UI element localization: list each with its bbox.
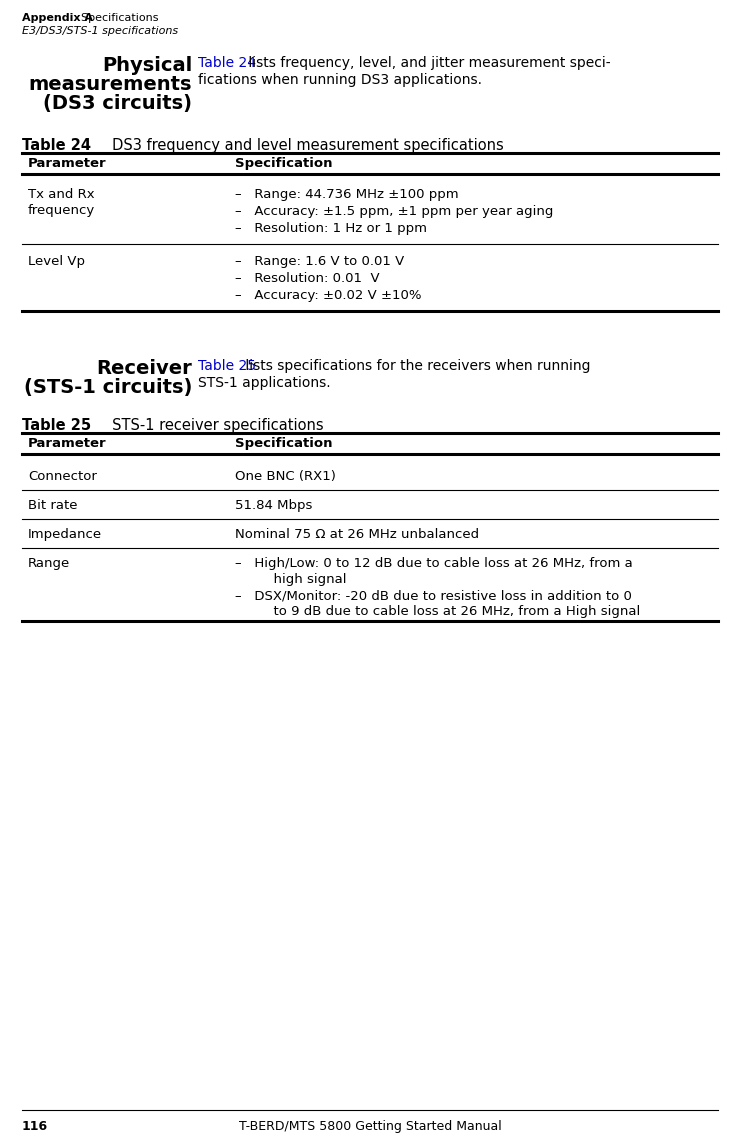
Text: Appendix A: Appendix A <box>22 13 93 23</box>
Text: Receiver: Receiver <box>96 358 192 378</box>
Text: –   Accuracy: ±0.02 V ±10%: – Accuracy: ±0.02 V ±10% <box>235 289 422 302</box>
Text: Bit rate: Bit rate <box>28 498 78 512</box>
Text: Connector: Connector <box>28 470 97 483</box>
Text: –   DSX/Monitor: -20 dB due to resistive loss in addition to 0: – DSX/Monitor: -20 dB due to resistive l… <box>235 589 632 602</box>
Text: T-BERD/MTS 5800 Getting Started Manual: T-BERD/MTS 5800 Getting Started Manual <box>238 1120 502 1133</box>
Text: Nominal 75 Ω at 26 MHz unbalanced: Nominal 75 Ω at 26 MHz unbalanced <box>235 528 479 541</box>
Text: –   Resolution: 1 Hz or 1 ppm: – Resolution: 1 Hz or 1 ppm <box>235 222 427 236</box>
Text: measurements: measurements <box>29 75 192 94</box>
Text: frequency: frequency <box>28 204 95 217</box>
Text: DS3 frequency and level measurement specifications: DS3 frequency and level measurement spec… <box>89 138 504 152</box>
Text: Range: Range <box>28 556 70 570</box>
Text: Impedance: Impedance <box>28 528 102 541</box>
Text: 116: 116 <box>22 1120 48 1133</box>
Text: –   Range: 1.6 V to 0.01 V: – Range: 1.6 V to 0.01 V <box>235 255 404 269</box>
Text: Table 25: Table 25 <box>22 418 91 432</box>
Text: lists frequency, level, and jitter measurement speci-: lists frequency, level, and jitter measu… <box>244 56 610 71</box>
Text: STS-1 applications.: STS-1 applications. <box>198 376 331 390</box>
Text: (DS3 circuits): (DS3 circuits) <box>43 94 192 113</box>
Text: 51.84 Mbps: 51.84 Mbps <box>235 498 312 512</box>
Text: (STS-1 circuits): (STS-1 circuits) <box>24 378 192 397</box>
Text: Tx and Rx: Tx and Rx <box>28 188 95 201</box>
Text: Parameter: Parameter <box>28 157 107 170</box>
Text: STS-1 receiver specifications: STS-1 receiver specifications <box>89 418 323 432</box>
Text: to 9 dB due to cable loss at 26 MHz, from a High signal: to 9 dB due to cable loss at 26 MHz, fro… <box>248 605 640 618</box>
Text: Table 25: Table 25 <box>198 358 256 373</box>
Text: –   High/Low: 0 to 12 dB due to cable loss at 26 MHz, from a: – High/Low: 0 to 12 dB due to cable loss… <box>235 556 633 570</box>
Text: Table 24: Table 24 <box>22 138 91 152</box>
Text: E3/DS3/STS-1 specifications: E3/DS3/STS-1 specifications <box>22 26 178 36</box>
Text: Level Vp: Level Vp <box>28 255 85 269</box>
Text: –   Accuracy: ±1.5 ppm, ±1 ppm per year aging: – Accuracy: ±1.5 ppm, ±1 ppm per year ag… <box>235 205 554 218</box>
Text: Physical: Physical <box>102 56 192 75</box>
Text: Table 24: Table 24 <box>198 56 256 71</box>
Text: –   Range: 44.736 MHz ±100 ppm: – Range: 44.736 MHz ±100 ppm <box>235 188 459 201</box>
Text: Specification: Specification <box>235 437 332 450</box>
Text: –   Resolution: 0.01  V: – Resolution: 0.01 V <box>235 272 380 284</box>
Text: Parameter: Parameter <box>28 437 107 450</box>
Text: One BNC (RX1): One BNC (RX1) <box>235 470 336 483</box>
Text: Specifications: Specifications <box>74 13 158 23</box>
Text: Specification: Specification <box>235 157 332 170</box>
Text: lists specifications for the receivers when running: lists specifications for the receivers w… <box>241 358 591 373</box>
Text: high signal: high signal <box>248 574 346 586</box>
Text: fications when running DS3 applications.: fications when running DS3 applications. <box>198 73 482 86</box>
